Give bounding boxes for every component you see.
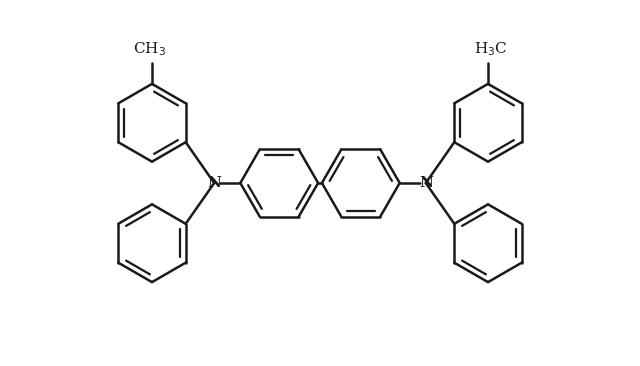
Text: CH$_3$: CH$_3$ [133,40,166,58]
Text: H$_3$C: H$_3$C [474,40,507,58]
Text: N: N [207,176,221,190]
Text: N: N [419,176,433,190]
